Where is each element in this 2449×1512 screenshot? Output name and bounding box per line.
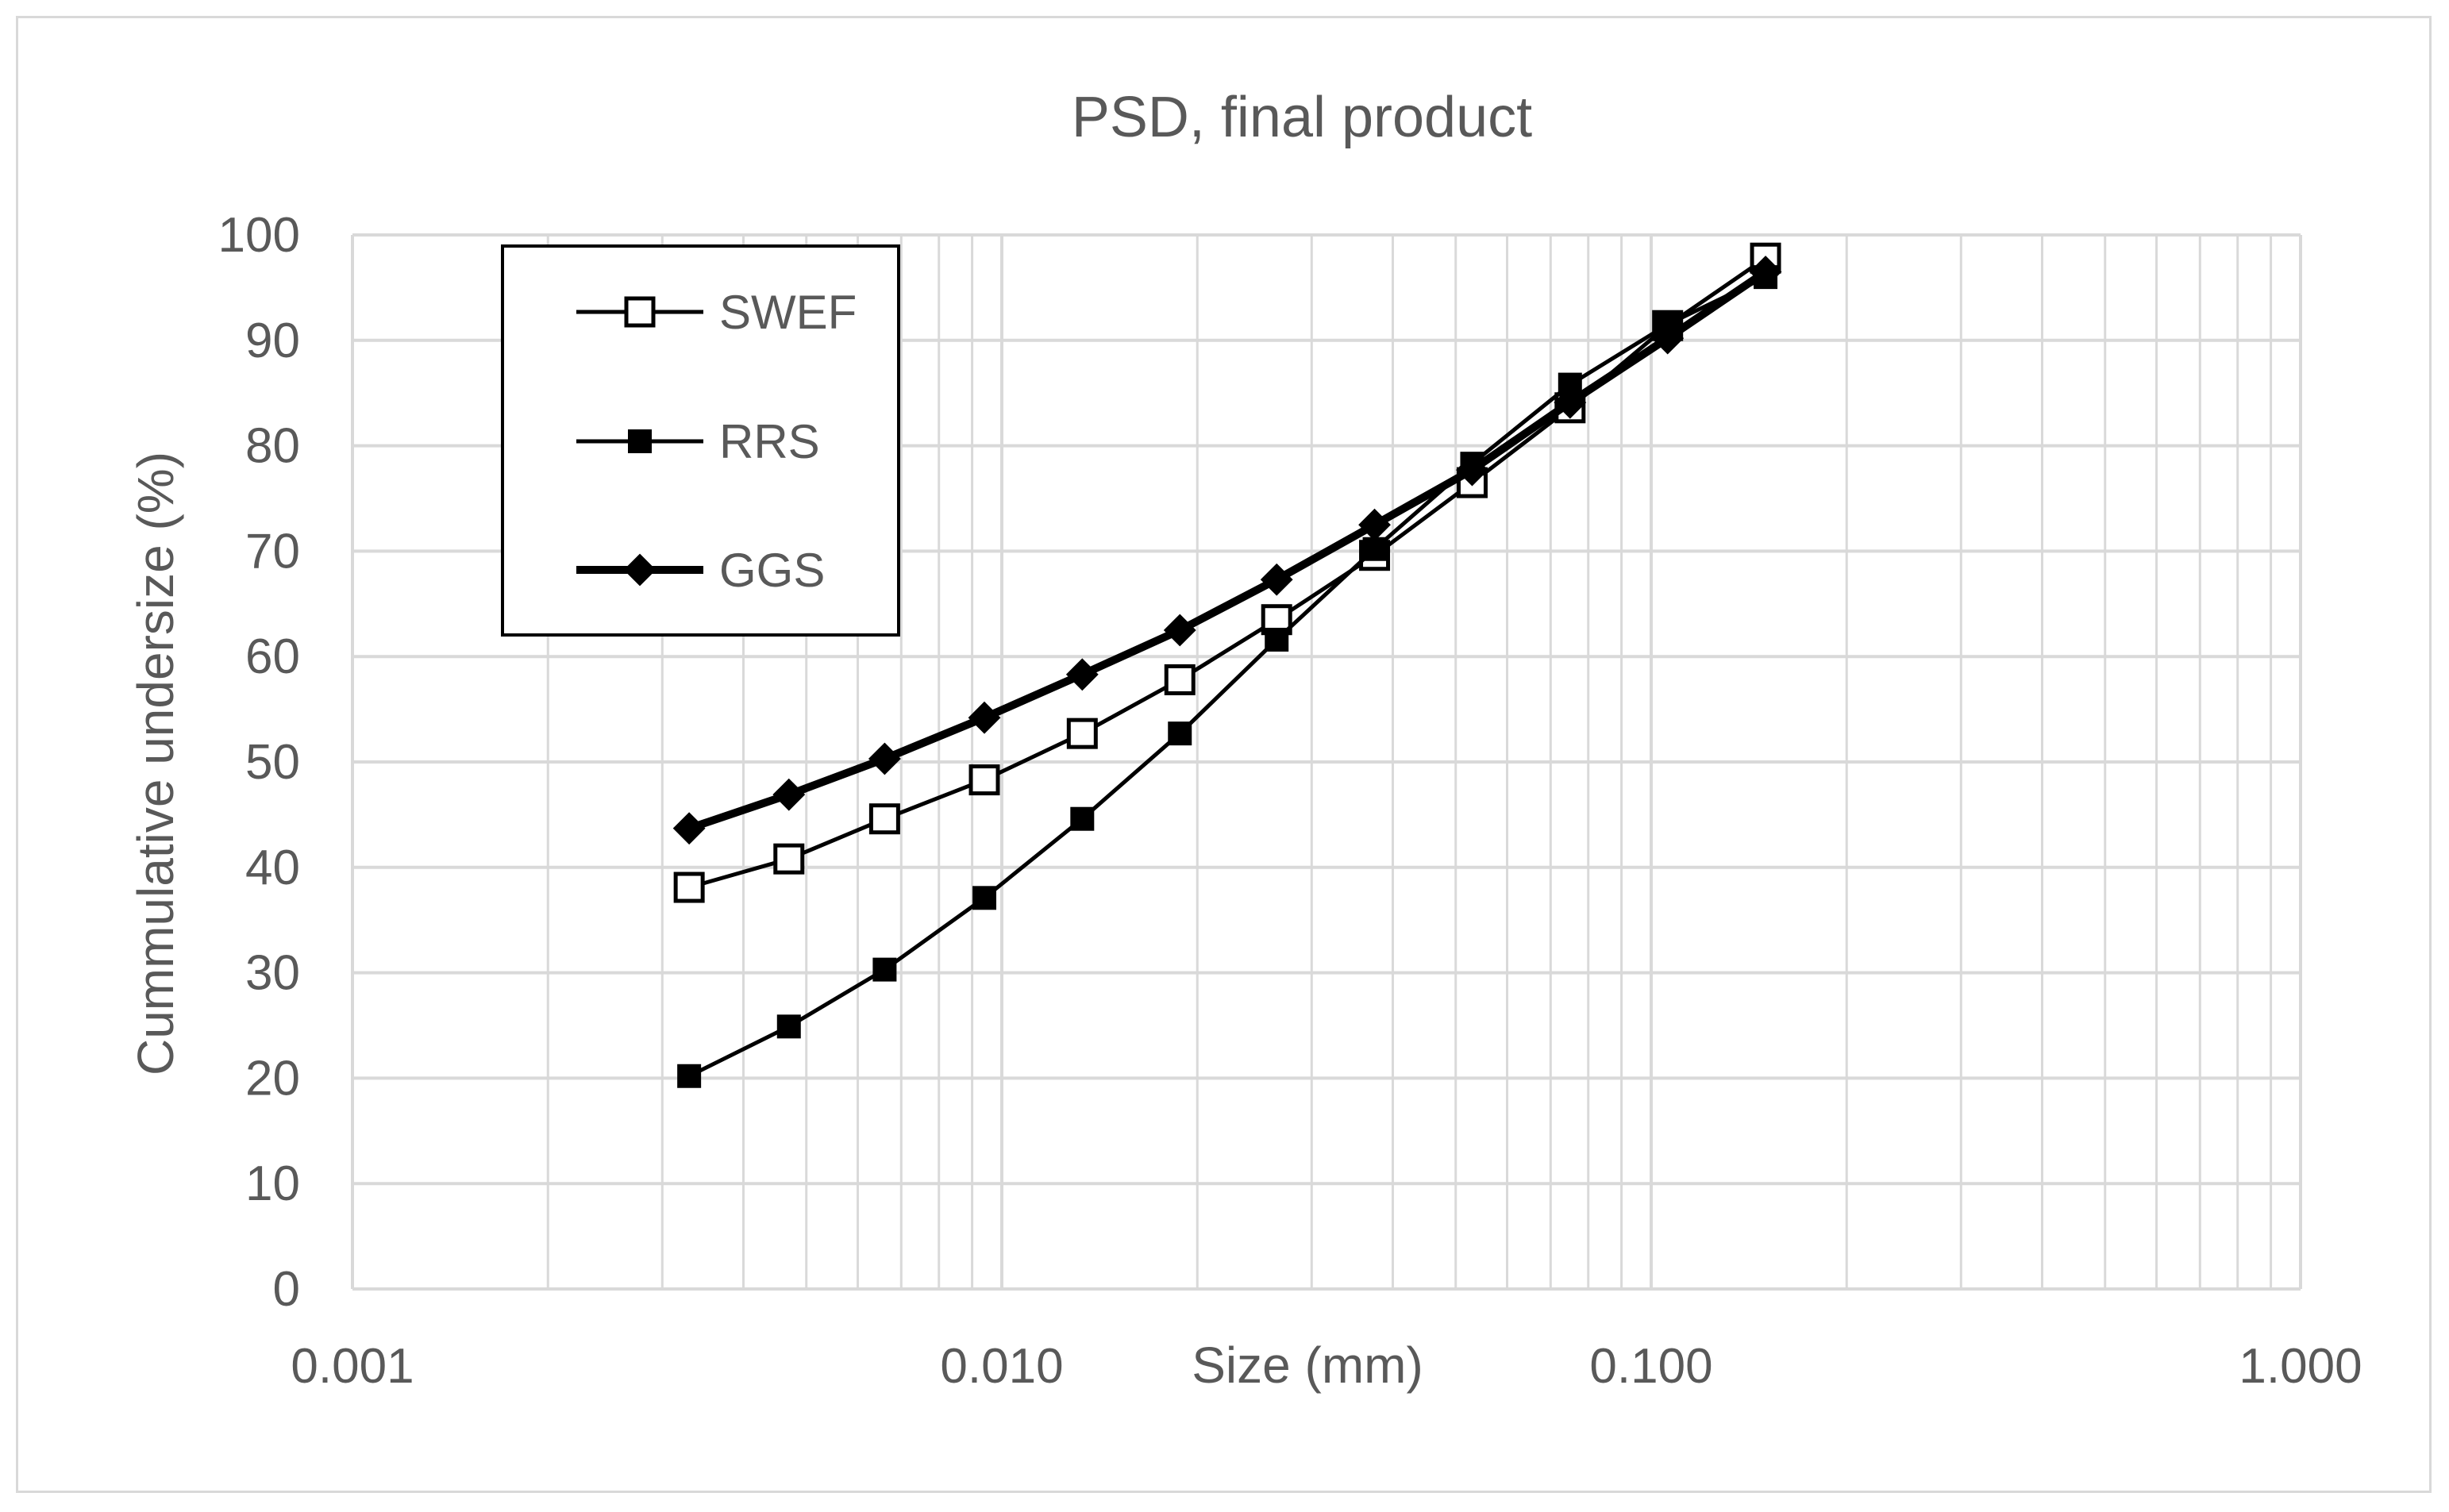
data-point-rrs [677, 1064, 702, 1088]
y-tick-label: 30 [245, 946, 300, 1001]
y-tick-label: 10 [245, 1156, 300, 1211]
data-point-swef [968, 764, 1000, 796]
y-tick-label: 90 [245, 314, 300, 368]
data-point-rrs [1362, 537, 1387, 561]
legend-marker-swef [624, 296, 656, 328]
y-tick-label: 0 [273, 1262, 300, 1317]
legend-marker-rrs [628, 429, 652, 453]
legend: SWEF RRS GGS [501, 244, 900, 637]
legend-marker-ggs [623, 553, 657, 587]
data-point-ggs [1065, 658, 1099, 691]
x-tick-label: 1.000 [2239, 1339, 2362, 1394]
legend-item-ggs: GGS [576, 544, 825, 597]
data-point-ggs [1554, 386, 1587, 419]
chart-title: PSD, final product [1072, 86, 1532, 149]
y-tick-label: 70 [245, 524, 300, 579]
data-point-ggs [672, 812, 706, 845]
data-point-swef [868, 803, 900, 835]
y-axis-ticks: 0 10 20 30 40 50 60 70 80 90 100 [218, 208, 300, 1317]
series-ggs [672, 256, 1782, 845]
data-point-swef [773, 843, 805, 875]
y-tick-label: 20 [245, 1051, 300, 1106]
series-layer [672, 242, 1782, 1088]
x-tick-label: 0.010 [940, 1339, 1063, 1394]
x-axis-title: Size (mm) [1192, 1337, 1423, 1394]
y-axis-title: Cummulative undersize (%) [127, 452, 184, 1075]
data-point-rrs [1168, 721, 1192, 746]
data-point-ggs [1749, 256, 1782, 288]
legend-label-swef: SWEF [719, 286, 857, 339]
data-point-ggs [1358, 508, 1391, 541]
data-point-ggs [1163, 614, 1196, 647]
y-tick-label: 60 [245, 629, 300, 684]
legend-label-ggs: GGS [719, 544, 825, 597]
legend-items: SWEF RRS GGS [576, 286, 857, 597]
axes [351, 235, 2301, 1291]
x-axis-ticks: 0.001 0.010 0.100 1.000 [291, 1339, 2362, 1394]
data-point-ggs [772, 778, 806, 811]
legend-label-rrs: RRS [719, 415, 820, 468]
data-point-swef [1066, 718, 1098, 749]
y-tick-label: 100 [218, 208, 300, 263]
data-point-rrs [1070, 806, 1095, 831]
series-rrs [677, 265, 1778, 1088]
data-point-ggs [1651, 321, 1685, 355]
series-line-rrs [688, 275, 1767, 1078]
data-point-swef [673, 871, 705, 903]
series-line-ggs [687, 268, 1768, 833]
data-point-rrs [1265, 627, 1289, 652]
chart-frame [16, 16, 2432, 1493]
y-tick-label: 50 [245, 735, 300, 790]
legend-item-rrs: RRS [576, 415, 820, 468]
x-tick-label: 0.001 [291, 1339, 414, 1394]
data-point-ggs [968, 701, 1001, 734]
y-tick-label: 40 [245, 841, 300, 895]
data-point-rrs [776, 1014, 801, 1039]
data-point-ggs [868, 742, 901, 775]
data-point-swef [1164, 664, 1196, 695]
data-point-ggs [1456, 453, 1488, 487]
y-tick-label: 80 [245, 419, 300, 474]
legend-item-swef: SWEF [576, 286, 857, 339]
data-point-rrs [872, 957, 897, 982]
x-tick-label: 0.100 [1589, 1339, 1712, 1394]
data-point-rrs [972, 886, 997, 910]
data-point-ggs [1260, 563, 1293, 596]
